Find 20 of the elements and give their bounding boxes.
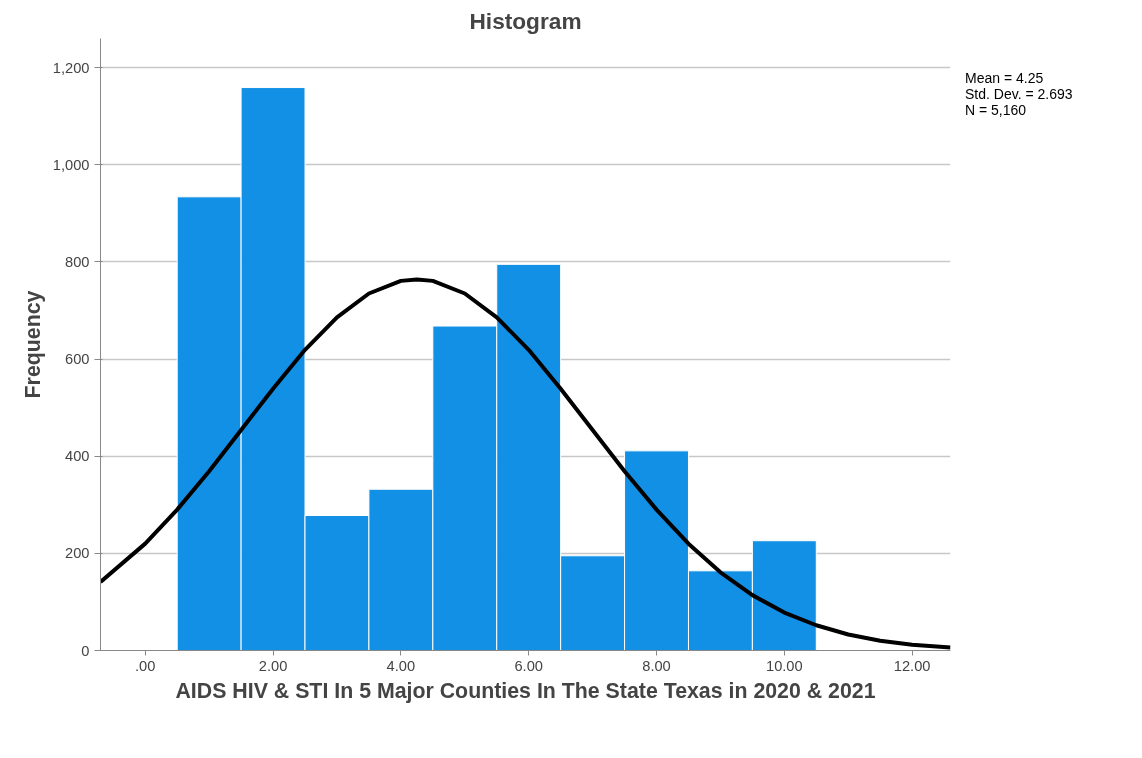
y-axis-title: Frequency	[20, 290, 45, 399]
x-tick-label: 2.00	[258, 657, 288, 674]
y-tick-label: 400	[65, 448, 90, 465]
text: Mean = 4.25	[965, 70, 1044, 86]
x-tick-label: 6.00	[514, 657, 543, 674]
y-tick-label: 1,200	[52, 59, 90, 76]
x-tick-label: 8.00	[642, 657, 671, 674]
x-tick-label: .00	[135, 657, 156, 674]
x-tick-label: 12.00	[893, 657, 931, 674]
chart-title: Histogram	[469, 7, 582, 34]
y-tick-label: 1,000	[52, 156, 90, 173]
x-tick-label: 10.00	[766, 657, 803, 674]
y-tick-label: 0	[81, 642, 90, 659]
text: N = 5,160	[965, 102, 1027, 118]
text: Std. Dev. = 2.693	[965, 86, 1073, 102]
y-tick-label: 200	[65, 545, 90, 562]
y-tick-label: 800	[65, 253, 90, 270]
x-axis-title: AIDS HIV & STI In 5 Major Counties In The State Texas in 2020 & 2021	[175, 678, 876, 703]
x-tick-label: 4.00	[386, 657, 416, 674]
y-tick-label: 600	[65, 351, 90, 368]
